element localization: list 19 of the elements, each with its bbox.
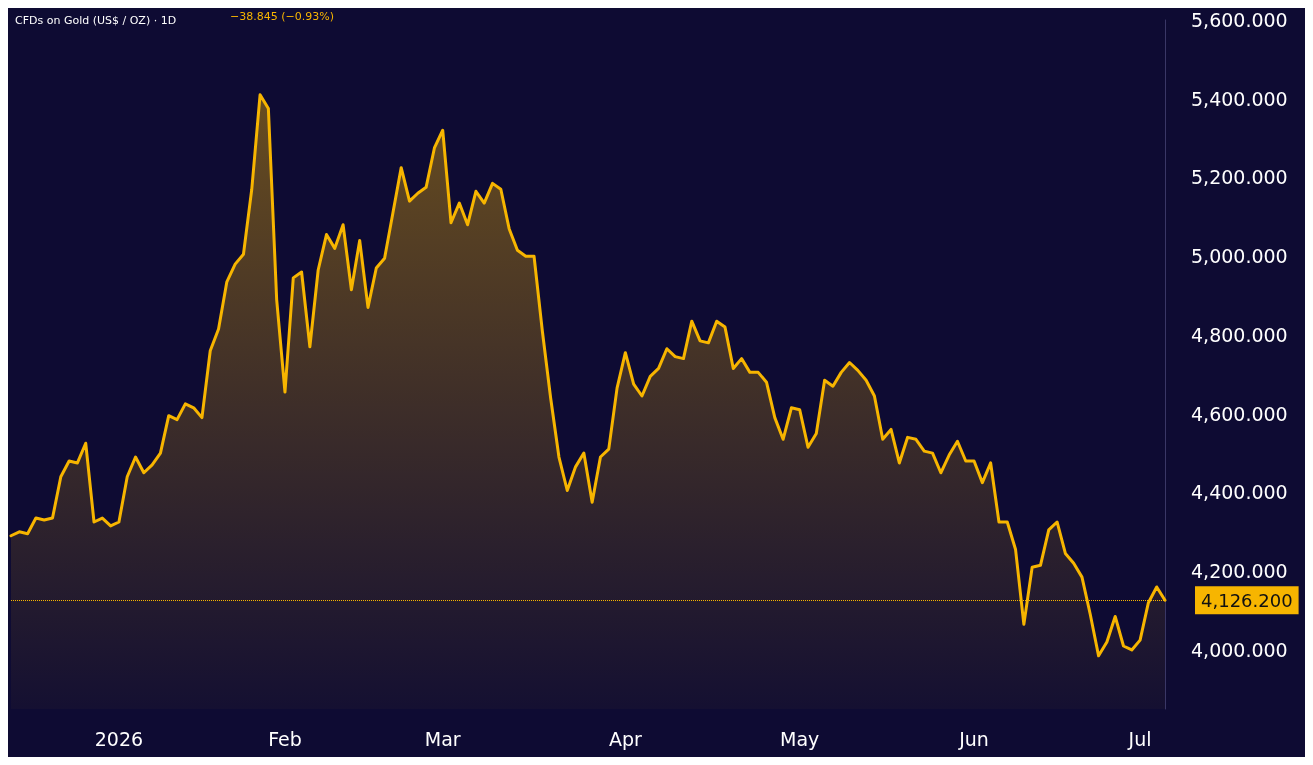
chart-title: CFDs on Gold (US$ / OZ) · 1D — [15, 14, 177, 27]
y-tick-label: 4,400.000 — [1191, 481, 1288, 504]
x-tick-label: Jul — [1127, 727, 1152, 750]
y-tick-label: 4,200.000 — [1191, 560, 1288, 583]
x-tick-label: Apr — [608, 727, 642, 750]
y-tick-label: 5,600.000 — [1191, 9, 1288, 31]
y-tick-label: 5,200.000 — [1191, 166, 1288, 189]
y-tick-label: 5,400.000 — [1191, 87, 1288, 110]
y-tick-label: 4,800.000 — [1191, 323, 1288, 346]
x-tick-label: Mar — [424, 727, 461, 750]
ref-line-label: 4,126.200 — [1201, 589, 1293, 611]
x-tick-label: May — [780, 727, 820, 750]
annotation: −38.845 (−0.93%) — [230, 10, 334, 23]
y-tick-label: 4,000.000 — [1191, 638, 1288, 661]
x-tick-label: 2026 — [94, 727, 144, 750]
y-tick-label: 4,600.000 — [1191, 402, 1288, 425]
y-tick-label: 5,000.000 — [1191, 245, 1288, 268]
x-tick-label: Jun — [958, 727, 989, 750]
x-tick-label: Feb — [268, 727, 302, 750]
